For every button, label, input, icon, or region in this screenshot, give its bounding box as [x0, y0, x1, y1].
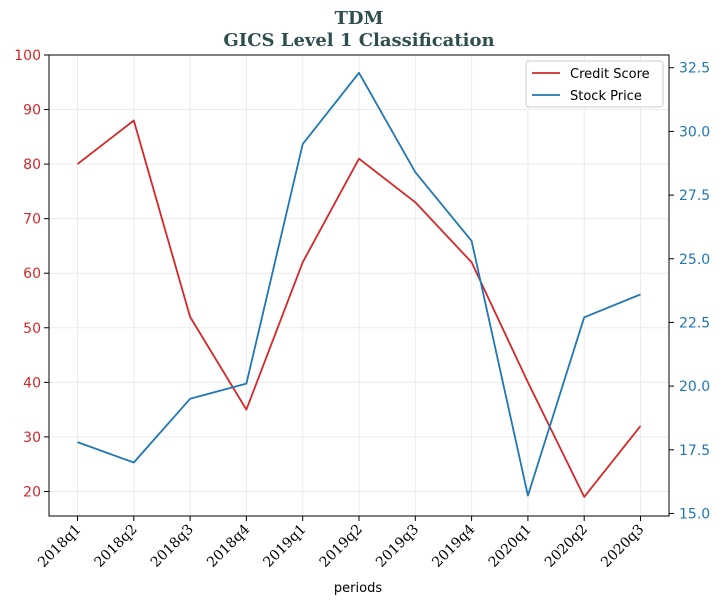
gridlines — [49, 54, 669, 516]
y-left-tick-label: 70 — [23, 212, 41, 228]
y-left-tick-label: 30 — [23, 430, 41, 446]
y-right-tick-label: 30.0 — [679, 124, 710, 140]
x-tick-label: 2019q1 — [260, 522, 309, 571]
y-left-tick-label: 100 — [14, 48, 41, 64]
legend-box — [525, 60, 664, 108]
y-left-tick-label: 50 — [23, 321, 41, 337]
y-left-tick-label: 80 — [23, 157, 41, 173]
y-right-tick-label: 15.0 — [679, 506, 710, 522]
x-tick-label: 2020q2 — [542, 522, 591, 571]
series-line-stock-price — [77, 71, 641, 497]
x-tick-label: 2019q4 — [429, 521, 478, 570]
y-right-tick-label: 22.5 — [679, 315, 710, 331]
x-tick-label: 2019q2 — [317, 522, 366, 571]
x-tick-label: 2018q3 — [148, 522, 197, 571]
y-right-tick-label: 25.0 — [679, 252, 710, 268]
y-left-tick-label: 60 — [23, 266, 41, 282]
chart-subtitle: GICS Level 1 Classification — [223, 30, 494, 51]
chart-title: TDM — [335, 8, 384, 29]
series-line-credit-score — [76, 119, 642, 498]
legend-label: Stock Price — [570, 89, 642, 104]
y-left-tick-label: 90 — [23, 103, 41, 119]
x-tick-label: 2018q4 — [204, 521, 253, 570]
y-left-tick-label: 20 — [23, 484, 41, 500]
y-right-tick-label: 27.5 — [679, 188, 710, 204]
series-layer — [76, 71, 642, 498]
y-right-tick-label: 20.0 — [679, 379, 710, 395]
x-tick-label: 2018q1 — [35, 522, 84, 571]
y-right-tick-label: 32.5 — [679, 61, 710, 77]
x-tick-label: 2020q3 — [598, 522, 647, 571]
x-tick-label: 2019q3 — [373, 522, 422, 571]
x-axis-label: periods — [334, 581, 382, 596]
x-tick-label: 2020q1 — [486, 522, 535, 571]
legend: Credit Score Stock Price — [525, 60, 664, 108]
x-tick-label: 2018q2 — [91, 522, 140, 571]
legend-label: Credit Score — [570, 67, 650, 82]
y-left-tick-label: 40 — [23, 375, 41, 391]
y-right-tick-label: 17.5 — [679, 443, 710, 459]
